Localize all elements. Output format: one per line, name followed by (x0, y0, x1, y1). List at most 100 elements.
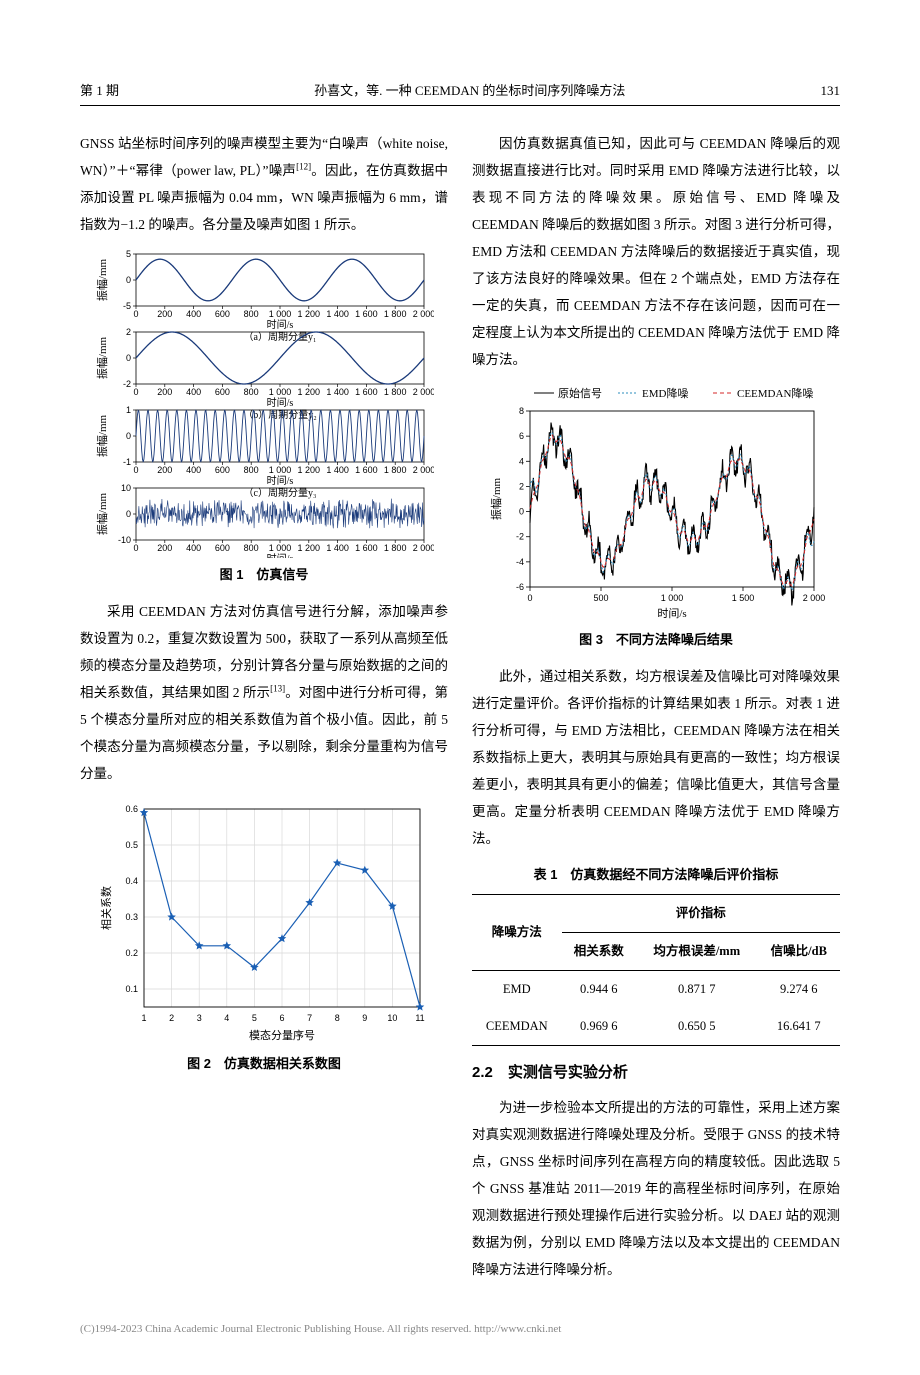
left-para-1: GNSS 站坐标时间序列的噪声模型主要为“白噪声（white noise, WN… (80, 130, 448, 238)
svg-text:（a）周期分量y₁: （a）周期分量y₁ (244, 331, 317, 343)
header-page-number: 131 (821, 83, 841, 99)
svg-text:1 000: 1 000 (269, 309, 292, 319)
svg-text:-2: -2 (516, 532, 524, 542)
svg-text:-6: -6 (516, 582, 524, 592)
svg-text:0: 0 (527, 593, 532, 603)
svg-text:1 800: 1 800 (384, 465, 407, 475)
svg-text:EMD降噪: EMD降噪 (642, 386, 688, 400)
svg-text:1 600: 1 600 (355, 465, 378, 475)
table-1: 降噪方法 评价指标 相关系数 均方根误差/mm 信噪比/dB EMD 0.944… (472, 894, 840, 1046)
right-para-2: 此外，通过相关系数，均方根误差及信噪比可对降噪效果进行定量评价。各评价指标的计算… (472, 663, 840, 852)
svg-text:6: 6 (519, 431, 524, 441)
svg-text:600: 600 (215, 465, 230, 475)
svg-text:1: 1 (126, 405, 131, 415)
svg-text:原始信号: 原始信号 (558, 386, 602, 400)
svg-text:200: 200 (157, 309, 172, 319)
svg-text:0.3: 0.3 (125, 912, 138, 922)
running-header: 第 1 期 孙喜文，等. 一种 CEEMDAN 的坐标时间序列降噪方法 131 (80, 80, 840, 99)
svg-text:模态分量序号: 模态分量序号 (249, 1028, 315, 1042)
svg-text:0: 0 (133, 543, 138, 553)
svg-text:振幅/mm: 振幅/mm (489, 477, 503, 520)
svg-text:1 000: 1 000 (269, 543, 292, 553)
table-row-emd-v1: 0.871 7 (636, 971, 758, 1009)
svg-text:0: 0 (126, 275, 131, 285)
svg-text:400: 400 (186, 387, 201, 397)
svg-text:600: 600 (215, 387, 230, 397)
right-para-3: 为进一步检验本文所提出的方法的可靠性，采用上述方案对真实观测数据进行降噪处理及分… (472, 1094, 840, 1283)
figure-2-svg: 12345678910110.10.20.30.40.50.6模态分量序号相关系… (94, 797, 434, 1047)
header-title: 孙喜文，等. 一种 CEEMDAN 的坐标时间序列降噪方法 (119, 80, 820, 99)
svg-text:800: 800 (244, 309, 259, 319)
svg-text:0: 0 (133, 387, 138, 397)
figure-1-svg: -50502004006008001 0001 2001 4001 6001 8… (94, 248, 434, 558)
svg-text:1 400: 1 400 (326, 309, 349, 319)
svg-text:11: 11 (415, 1013, 424, 1023)
svg-text:800: 800 (244, 543, 259, 553)
svg-text:1 000: 1 000 (661, 593, 684, 603)
figure-1-caption: 图 1 仿真信号 (80, 562, 448, 588)
table-1-col-1: 均方根误差/mm (636, 933, 758, 971)
table-1-col-2: 信噪比/dB (758, 933, 840, 971)
svg-text:1 800: 1 800 (384, 309, 407, 319)
svg-text:-10: -10 (118, 535, 131, 545)
svg-text:2 000: 2 000 (413, 465, 434, 475)
table-row-ceemdan-v2: 16.641 7 (758, 1008, 840, 1046)
svg-text:1 200: 1 200 (298, 309, 321, 319)
svg-text:0.2: 0.2 (125, 948, 138, 958)
svg-text:600: 600 (215, 543, 230, 553)
svg-text:4: 4 (224, 1013, 229, 1023)
table-row-ceemdan-v0: 0.969 6 (562, 1008, 636, 1046)
svg-text:800: 800 (244, 387, 259, 397)
header-rule (80, 105, 840, 106)
left-column: GNSS 站坐标时间序列的噪声模型主要为“白噪声（white noise, WN… (80, 130, 448, 1283)
svg-text:6: 6 (279, 1013, 284, 1023)
svg-text:CEEMDAN降噪: CEEMDAN降噪 (737, 386, 813, 400)
svg-text:1 400: 1 400 (326, 465, 349, 475)
svg-text:时间/s: 时间/s (267, 318, 294, 331)
svg-text:0: 0 (133, 309, 138, 319)
svg-text:400: 400 (186, 543, 201, 553)
svg-text:5: 5 (126, 249, 131, 259)
table-row-ceemdan-name: CEEMDAN (472, 1008, 562, 1046)
table-row-emd-v0: 0.944 6 (562, 971, 636, 1009)
svg-text:0.4: 0.4 (125, 876, 138, 886)
svg-text:9: 9 (362, 1013, 367, 1023)
svg-text:200: 200 (157, 465, 172, 475)
figure-2: 12345678910110.10.20.30.40.50.6模态分量序号相关系… (80, 797, 448, 1077)
svg-text:600: 600 (215, 309, 230, 319)
figure-2-caption: 图 2 仿真数据相关系数图 (80, 1051, 448, 1077)
header-issue: 第 1 期 (80, 80, 119, 99)
svg-text:0.1: 0.1 (125, 984, 138, 994)
right-column: 因仿真数据真值已知，因此可与 CEEMDAN 降噪后的观测数据直接进行比对。同时… (472, 130, 840, 1283)
svg-text:0: 0 (126, 353, 131, 363)
table-row-ceemdan-v1: 0.650 5 (636, 1008, 758, 1046)
svg-text:2 000: 2 000 (803, 593, 826, 603)
svg-text:2 000: 2 000 (413, 543, 434, 553)
svg-text:时间/s: 时间/s (267, 396, 294, 409)
svg-text:2 000: 2 000 (413, 309, 434, 319)
svg-text:1 800: 1 800 (384, 543, 407, 553)
svg-text:1 200: 1 200 (298, 387, 321, 397)
svg-text:相关系数: 相关系数 (99, 886, 113, 930)
table-1-rowhead: 降噪方法 (472, 895, 562, 971)
svg-text:5: 5 (252, 1013, 257, 1023)
svg-text:1 800: 1 800 (384, 387, 407, 397)
svg-text:1 000: 1 000 (269, 465, 292, 475)
svg-text:10: 10 (387, 1013, 397, 1023)
svg-text:1 000: 1 000 (269, 387, 292, 397)
svg-text:时间/s: 时间/s (267, 474, 294, 487)
svg-text:0.6: 0.6 (125, 804, 138, 814)
svg-text:800: 800 (244, 465, 259, 475)
svg-text:8: 8 (519, 406, 524, 416)
svg-text:1 600: 1 600 (355, 543, 378, 553)
table-row-emd-v2: 9.274 6 (758, 971, 840, 1009)
svg-text:0: 0 (519, 507, 524, 517)
left-para-2: 采用 CEEMDAN 方法对仿真信号进行分解，添加噪声参数设置为 0.2，重复次… (80, 598, 448, 787)
svg-text:1 200: 1 200 (298, 543, 321, 553)
table-1-col-0: 相关系数 (562, 933, 636, 971)
svg-text:-1: -1 (123, 457, 131, 467)
svg-text:振幅/mm: 振幅/mm (95, 336, 109, 379)
svg-text:400: 400 (186, 309, 201, 319)
svg-text:0: 0 (126, 431, 131, 441)
footer: (C)1994-2023 China Academic Journal Elec… (80, 1323, 840, 1335)
